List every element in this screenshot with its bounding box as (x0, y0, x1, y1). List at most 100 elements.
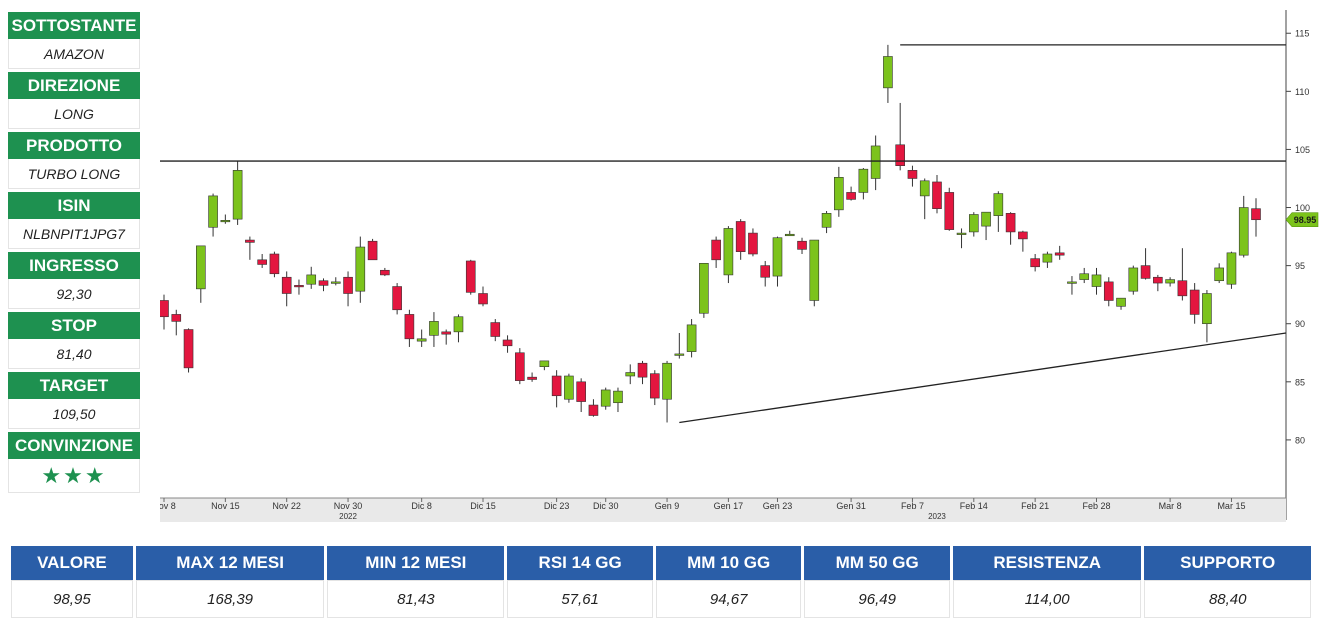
candle-body (196, 245, 206, 290)
x-tick-label: Mar 15 (1217, 501, 1245, 511)
candle-body (662, 362, 672, 400)
sidebar-value-target: 109,50 (8, 399, 140, 429)
metrics-value-row: 98,95 168,39 81,43 57,61 94,67 96,49 114,00 88,… (11, 580, 1311, 618)
metric-header: RESISTENZA (952, 546, 1142, 580)
candle-body (686, 324, 697, 352)
candle-body (429, 321, 439, 336)
sidebar-label-direzione: DIREZIONE (8, 72, 140, 99)
candle-body (699, 262, 709, 314)
x-tick-label: Gen 9 (655, 501, 680, 511)
candle-body (1005, 213, 1016, 233)
y-tick-label: 85 (1295, 377, 1305, 387)
candle-body (294, 285, 304, 288)
candle-body (760, 265, 771, 278)
candle-body (846, 192, 856, 200)
info-sidebar: SOTTOSTANTE AMAZON DIREZIONE LONG PRODOTTO TU… (8, 12, 140, 493)
candle-body (441, 331, 452, 335)
sidebar-value-prodotto: TURBO LONG (8, 159, 140, 189)
candle-body (392, 286, 402, 311)
candle-body (478, 293, 488, 305)
sidebar-label-ingresso: INGRESSO (8, 252, 140, 279)
x-tick-label: Nov 22 (272, 501, 301, 511)
metric-header: MAX 12 MESI (135, 546, 325, 580)
candle-body (551, 375, 562, 397)
y-tick-label: 110 (1295, 87, 1309, 97)
candlestick-chart-svg: 80 85 90 95 100 105 110 115 Nov 8 Nov 15 Nov 22 Nov… (160, 10, 1319, 522)
metric-value: 94,67 (655, 580, 802, 618)
y-tick-label: 115 (1295, 29, 1309, 39)
metric-value: 81,43 (327, 580, 505, 618)
metric-header: RSI 14 GG (507, 546, 653, 580)
candle-body (711, 239, 721, 261)
candle-body (1128, 267, 1139, 292)
candle-body (564, 375, 574, 400)
candle-body (772, 237, 783, 277)
candle-body (1054, 252, 1065, 256)
candle-body (870, 145, 881, 179)
candle-body (453, 316, 464, 333)
candle-body (1103, 281, 1114, 301)
candle-body (245, 239, 255, 243)
candle-body (1153, 276, 1163, 284)
x-tick-label: Dic 23 (544, 501, 570, 511)
candle-body (502, 339, 513, 347)
candle-body (269, 253, 280, 275)
x-tick-label: Feb 7 (901, 501, 924, 511)
candle-body (1165, 279, 1175, 284)
metric-header: MM 50 GG (804, 546, 950, 580)
candle-body (490, 322, 501, 337)
metrics-header-row: VALORE MAX 12 MESI MIN 12 MESI RSI 14 GG MM … (11, 546, 1311, 580)
x-tick-label: Feb 14 (960, 501, 988, 511)
candle-body (784, 233, 795, 237)
candle-body (895, 144, 905, 166)
candle-body (281, 276, 292, 294)
candle-body (1018, 231, 1028, 240)
metric-header: MM 10 GG (655, 546, 802, 580)
candle-body (588, 404, 599, 416)
candle-body (883, 56, 893, 89)
candle-body (858, 168, 869, 193)
y-tick-label: 80 (1295, 435, 1305, 445)
candle-body (1091, 274, 1102, 287)
x-tick-label: Dic 15 (470, 501, 496, 511)
x-tick-label: Nov 15 (211, 501, 240, 511)
x-tick-label: Gen 23 (763, 501, 793, 511)
y-tick-label: 95 (1295, 261, 1305, 271)
y-tick-label: 90 (1295, 319, 1305, 329)
candle-body (160, 300, 169, 318)
last-price-tag (1285, 212, 1319, 228)
x-tick-label: Dic 30 (593, 501, 619, 511)
candle-body (1079, 273, 1090, 280)
candle-body (956, 232, 967, 235)
metric-value: 57,61 (507, 580, 653, 618)
metric-value: 96,49 (804, 580, 950, 618)
sidebar-label-stop: STOP (8, 312, 140, 339)
candle-body (600, 389, 611, 407)
x-tick-label: Mar 8 (1159, 501, 1182, 511)
x-year-label: 2022 (339, 512, 357, 521)
candle-body (613, 390, 623, 404)
candle-body (723, 228, 734, 276)
candle-body (380, 269, 390, 276)
candle-body (1251, 208, 1261, 221)
metric-header: VALORE (11, 546, 133, 580)
candle-body (821, 213, 832, 228)
candle-body (1238, 207, 1249, 256)
sidebar-value-sottostante: AMAZON (8, 39, 140, 69)
candle-body (416, 338, 427, 342)
candle-body (355, 246, 366, 292)
candle-body (993, 193, 1004, 216)
metric-value: 168,39 (135, 580, 325, 618)
candle-body (257, 259, 267, 265)
candle-body (797, 240, 807, 250)
candle-body (637, 362, 648, 378)
metric-value: 114,00 (952, 580, 1142, 618)
metric-header: MIN 12 MESI (327, 546, 505, 580)
candle-body (649, 373, 660, 399)
conviction-stars: ★★★ (8, 459, 140, 493)
metric-header: SUPPORTO (1144, 546, 1311, 580)
candle-body (232, 170, 243, 220)
candle-body (539, 360, 550, 368)
x-tick-label: Feb 28 (1082, 501, 1110, 511)
candle-body (907, 170, 918, 179)
